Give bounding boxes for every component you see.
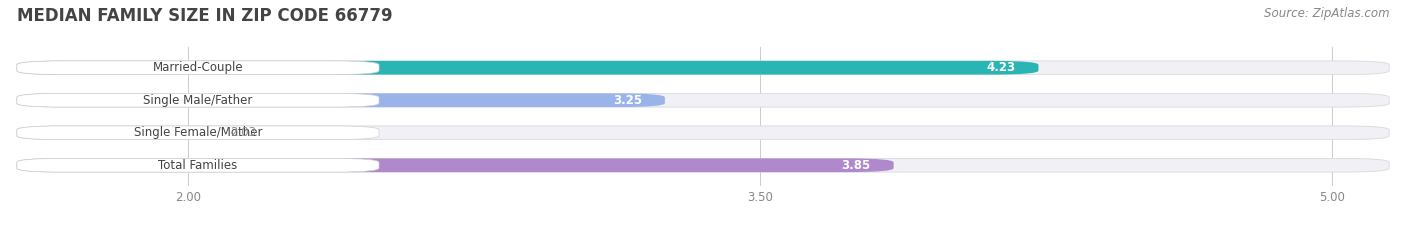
- FancyBboxPatch shape: [17, 158, 380, 172]
- FancyBboxPatch shape: [17, 93, 665, 107]
- FancyBboxPatch shape: [17, 126, 380, 140]
- FancyBboxPatch shape: [17, 61, 1039, 75]
- Text: Source: ZipAtlas.com: Source: ZipAtlas.com: [1264, 7, 1389, 20]
- Text: 4.23: 4.23: [987, 61, 1015, 74]
- Text: 3.85: 3.85: [841, 159, 870, 172]
- Text: 2.03: 2.03: [231, 126, 256, 139]
- FancyBboxPatch shape: [17, 93, 1389, 107]
- Text: Total Families: Total Families: [159, 159, 238, 172]
- Text: 3.25: 3.25: [613, 94, 643, 107]
- Text: Single Male/Father: Single Male/Father: [143, 94, 253, 107]
- FancyBboxPatch shape: [17, 61, 1389, 75]
- Text: MEDIAN FAMILY SIZE IN ZIP CODE 66779: MEDIAN FAMILY SIZE IN ZIP CODE 66779: [17, 7, 392, 25]
- Text: Married-Couple: Married-Couple: [153, 61, 243, 74]
- Text: Single Female/Mother: Single Female/Mother: [134, 126, 262, 139]
- FancyBboxPatch shape: [17, 93, 380, 107]
- FancyBboxPatch shape: [17, 61, 380, 75]
- FancyBboxPatch shape: [17, 158, 1389, 172]
- FancyBboxPatch shape: [17, 126, 1389, 140]
- FancyBboxPatch shape: [17, 126, 200, 140]
- FancyBboxPatch shape: [17, 158, 894, 172]
